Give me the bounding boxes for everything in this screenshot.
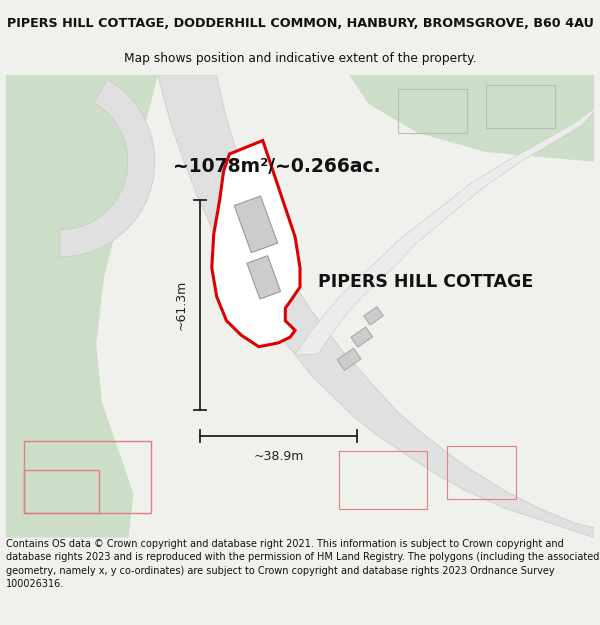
Text: ~38.9m: ~38.9m — [253, 451, 304, 463]
Polygon shape — [247, 256, 281, 299]
Polygon shape — [337, 348, 361, 371]
Polygon shape — [295, 109, 594, 354]
Text: Contains OS data © Crown copyright and database right 2021. This information is : Contains OS data © Crown copyright and d… — [6, 539, 599, 589]
Polygon shape — [60, 79, 155, 257]
Polygon shape — [158, 75, 594, 538]
Text: Map shows position and indicative extent of the property.: Map shows position and indicative extent… — [124, 52, 476, 65]
Text: PIPERS HILL COTTAGE: PIPERS HILL COTTAGE — [317, 273, 533, 291]
Text: PIPERS HILL COTTAGE, DODDERHILL COMMON, HANBURY, BROMSGROVE, B60 4AU: PIPERS HILL COTTAGE, DODDERHILL COMMON, … — [7, 17, 593, 30]
Polygon shape — [351, 327, 373, 347]
Polygon shape — [234, 196, 278, 252]
Polygon shape — [6, 75, 158, 538]
Text: ~61.3m: ~61.3m — [175, 280, 188, 331]
Polygon shape — [212, 141, 300, 347]
Text: ~1078m²/~0.266ac.: ~1078m²/~0.266ac. — [173, 157, 380, 176]
Polygon shape — [349, 75, 594, 162]
Polygon shape — [364, 307, 383, 325]
